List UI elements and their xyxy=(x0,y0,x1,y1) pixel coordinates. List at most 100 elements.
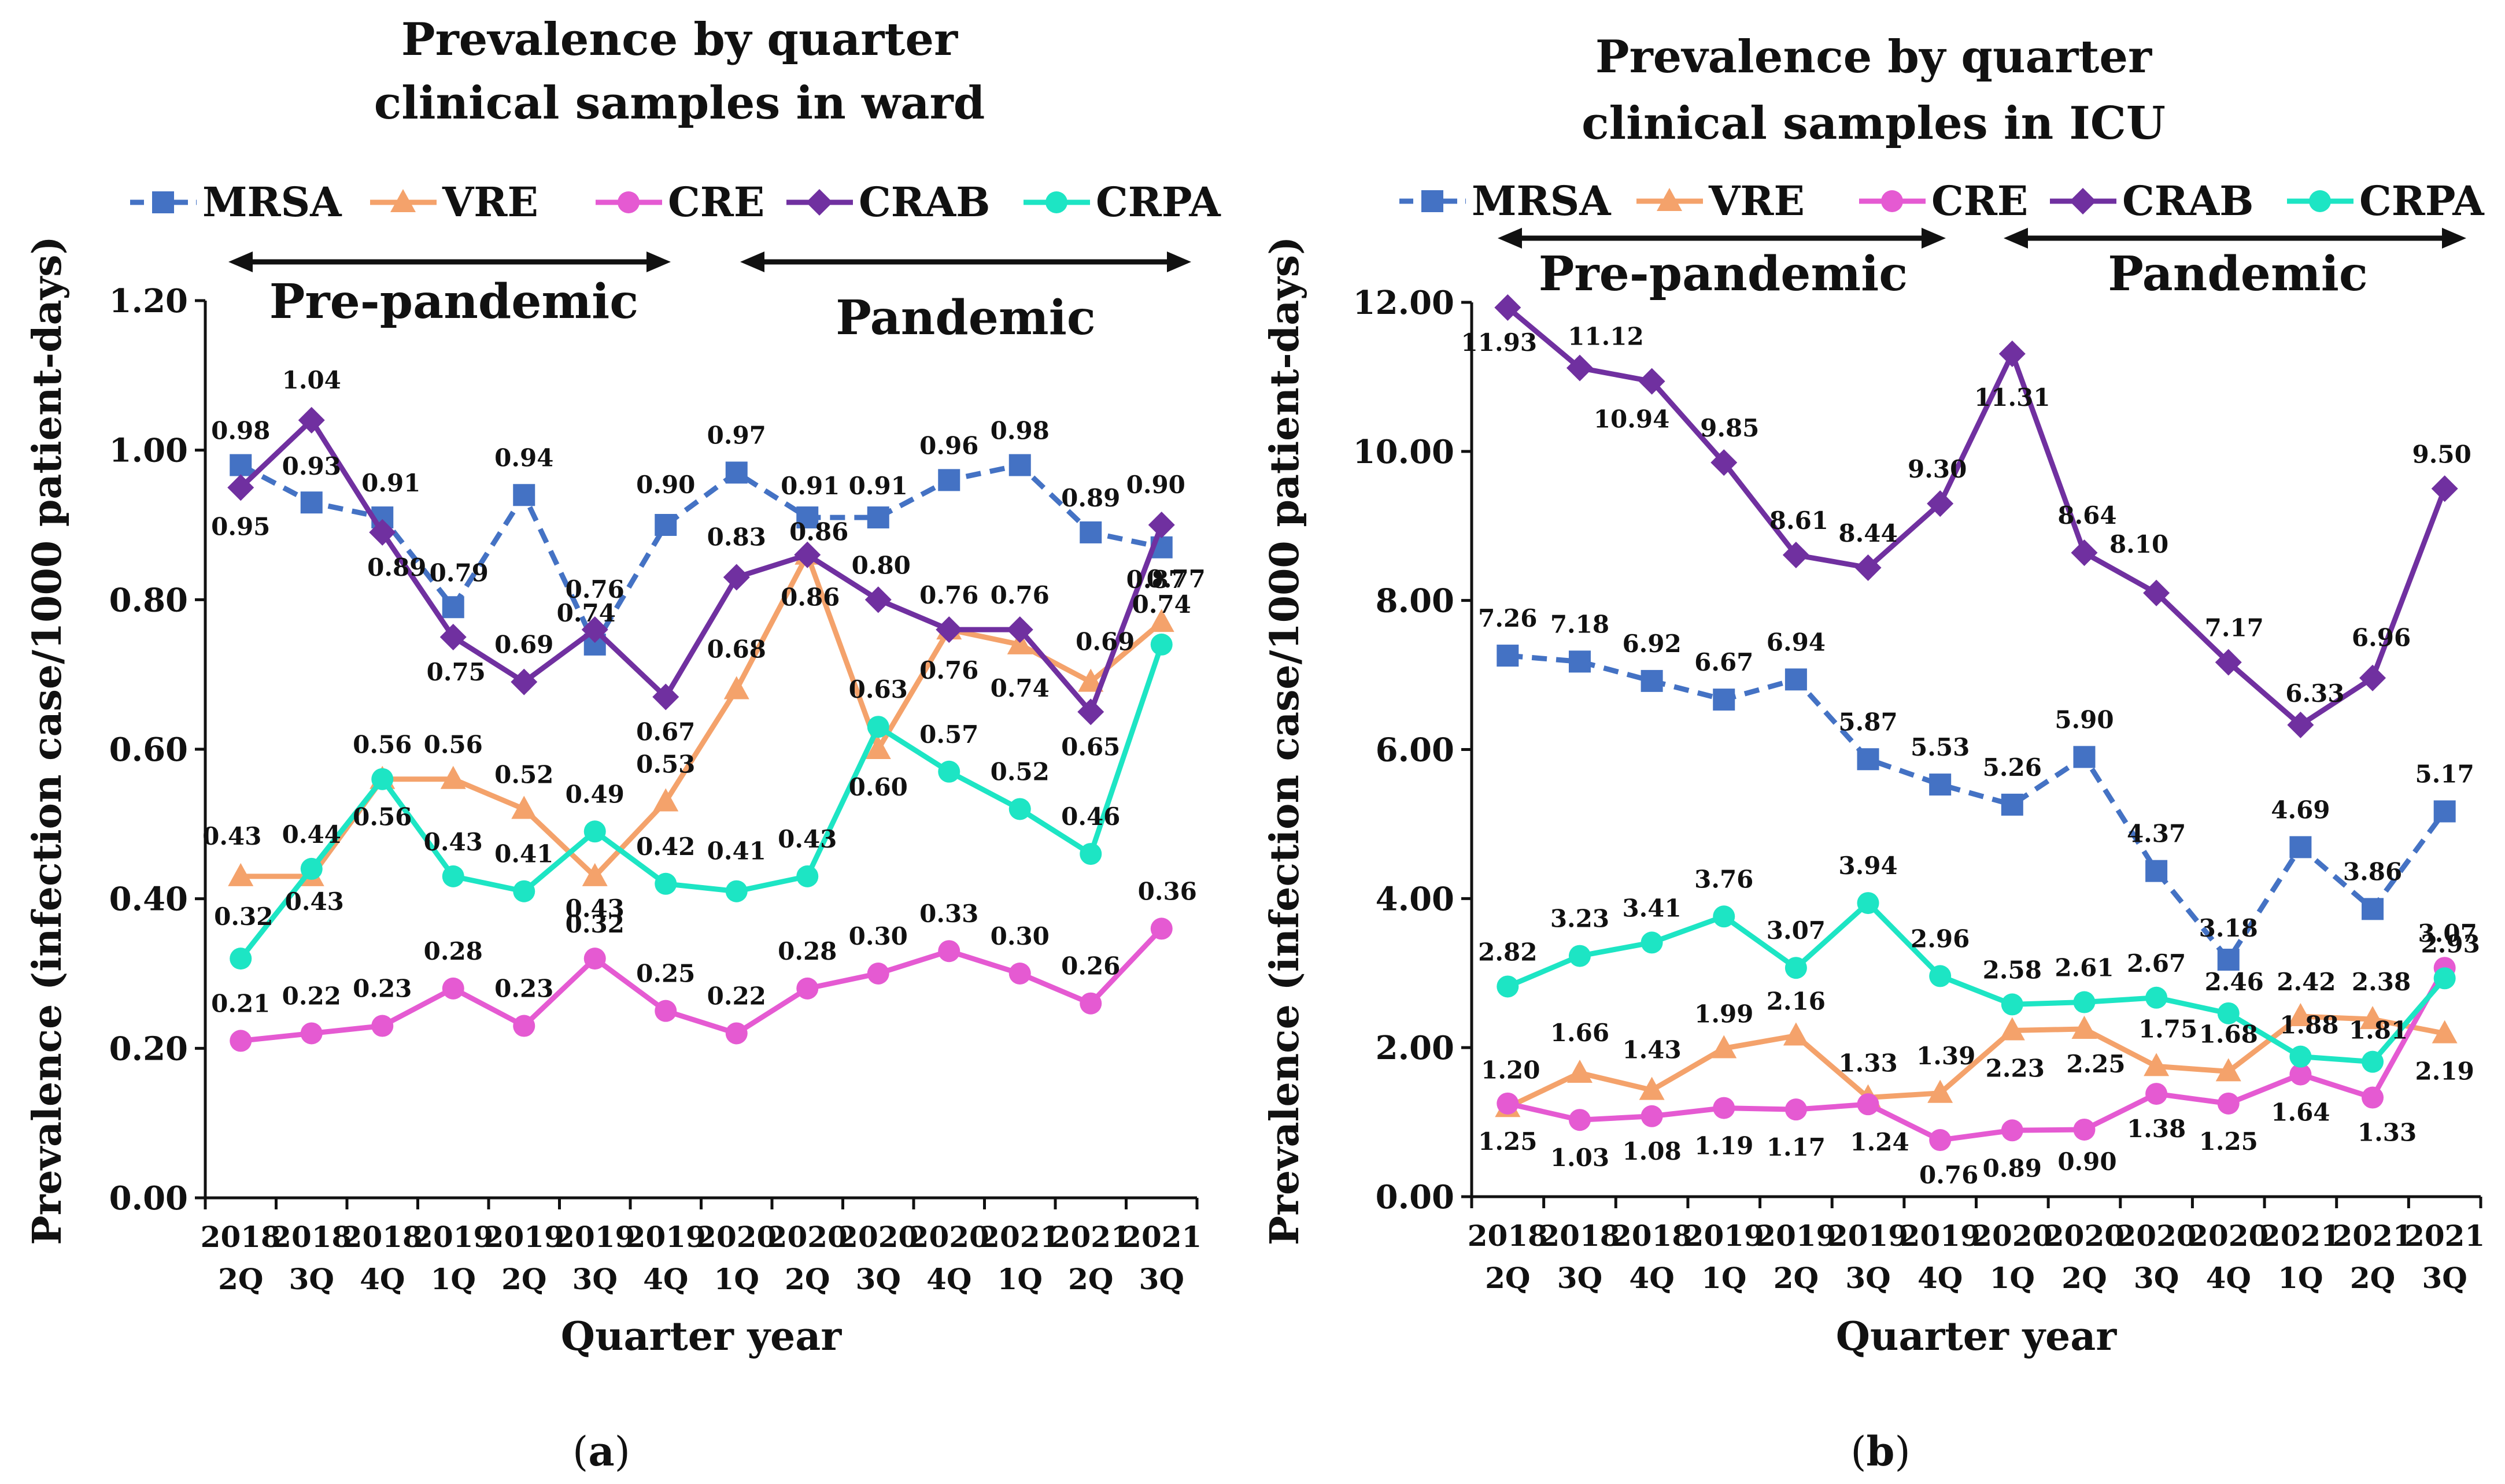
data-point xyxy=(2145,860,2168,882)
data-point xyxy=(513,484,535,506)
arrow-head-right xyxy=(1167,251,1191,272)
data-point xyxy=(442,865,464,887)
data-label: 1.24 xyxy=(1850,1128,1909,1156)
x-tick-year: 2020 xyxy=(838,1220,918,1254)
x-tick-quarter: 3Q xyxy=(2422,1261,2467,1295)
period-label-pre: Pre-pandemic xyxy=(269,274,639,330)
data-point xyxy=(511,795,537,819)
data-label: 0.74 xyxy=(557,599,616,627)
data-label: 1.33 xyxy=(2358,1119,2417,1147)
legend-label: CRAB xyxy=(2122,177,2253,225)
data-point xyxy=(1080,992,1102,1015)
data-label: 0.76 xyxy=(919,581,978,609)
data-point xyxy=(442,596,464,619)
data-label: 0.76 xyxy=(919,656,978,684)
data-label: 1.19 xyxy=(1694,1132,1753,1160)
data-point xyxy=(2360,1006,2386,1030)
data-point xyxy=(1784,1098,1807,1121)
data-label: 0.49 xyxy=(566,780,625,808)
panel-label-close: ) xyxy=(1894,1428,1910,1475)
y-axis-label: Prevalence (infection case/1000 patient-… xyxy=(1262,236,1308,1245)
legend-item-cre: CRE xyxy=(1859,177,2028,225)
data-point xyxy=(938,760,960,783)
data-point xyxy=(300,857,323,880)
legend-marker xyxy=(1881,190,1903,212)
data-point xyxy=(583,948,606,970)
legend-item-mrsa: MRSA xyxy=(130,178,342,226)
data-point xyxy=(1080,521,1102,543)
data-point xyxy=(513,1015,535,1037)
chart-panel-a: Prevalence by quarter clinical samples in… xyxy=(24,13,1221,1475)
legend-item-cre: CRE xyxy=(596,178,764,226)
x-tick-year: 2020 xyxy=(2116,1219,2197,1253)
data-point xyxy=(1008,798,1031,820)
data-label: 0.42 xyxy=(636,832,695,861)
data-label: 0.86 xyxy=(781,583,840,612)
data-label: 0.77 xyxy=(1147,565,1206,593)
data-label: 8.44 xyxy=(1838,519,1897,547)
data-point xyxy=(2362,1086,2384,1109)
x-tick-quarter: 4Q xyxy=(1629,1261,1674,1295)
series-crpa xyxy=(1497,892,2456,1073)
data-label: 3.86 xyxy=(2343,857,2402,886)
data-label: 0.26 xyxy=(1061,952,1120,980)
data-label: 0.32 xyxy=(214,902,273,931)
legend-marker xyxy=(806,189,833,216)
data-point xyxy=(653,788,679,812)
data-label: 0.57 xyxy=(919,720,978,749)
data-label: 0.76 xyxy=(1919,1161,1978,1189)
series-crab xyxy=(227,406,1175,726)
series-line xyxy=(240,927,1164,1043)
data-label: 4.69 xyxy=(2271,795,2330,824)
arrow-head-right xyxy=(1922,228,1946,249)
data-point xyxy=(1641,931,1663,954)
panel-label-letter: b xyxy=(1867,1427,1895,1475)
legend-item-crpa: CRPA xyxy=(1024,178,1221,226)
x-tick-year: 2020 xyxy=(696,1220,777,1254)
legend-label: CRE xyxy=(1931,177,2028,225)
data-label: 0.91 xyxy=(361,469,420,497)
data-label: 11.31 xyxy=(1974,383,2050,412)
legend-item-vre: VRE xyxy=(1636,177,1805,225)
data-point xyxy=(1568,650,1591,673)
y-tick-label: 0.60 xyxy=(109,731,188,769)
y-axis-label: Prevalence (infection case/1000 patient-… xyxy=(24,236,71,1245)
data-point xyxy=(1998,340,2026,367)
data-point xyxy=(1857,1093,1879,1116)
data-point xyxy=(2143,579,2170,606)
data-point xyxy=(864,586,892,613)
data-label: 0.56 xyxy=(353,803,412,831)
x-tick-quarter: 3Q xyxy=(572,1262,618,1296)
x-tick-quarter: 4Q xyxy=(2206,1261,2251,1295)
data-point xyxy=(1711,1035,1737,1059)
data-point xyxy=(1713,689,1735,711)
data-point xyxy=(725,1022,748,1045)
x-tick-year: 2019 xyxy=(413,1220,493,1254)
x-tick-quarter: 3Q xyxy=(289,1262,334,1296)
y-tick-label: 0.40 xyxy=(109,880,188,919)
data-point xyxy=(938,469,960,491)
legend-marker xyxy=(2070,188,2096,214)
data-point xyxy=(228,863,254,886)
data-label: 10.94 xyxy=(1594,405,1670,434)
data-point xyxy=(1150,633,1173,656)
data-label: 0.69 xyxy=(494,631,553,659)
data-label: 2.23 xyxy=(1986,1054,2045,1083)
data-label: 0.60 xyxy=(849,773,908,801)
y-tick-label: 2.00 xyxy=(1376,1029,1454,1067)
data-label: 5.53 xyxy=(1911,733,1970,761)
data-label: 1.25 xyxy=(1478,1127,1537,1156)
x-tick-year: 2020 xyxy=(2188,1219,2268,1253)
data-label: 0.75 xyxy=(427,658,486,686)
data-label: 1.33 xyxy=(1838,1049,1897,1078)
data-point xyxy=(1497,645,1519,667)
data-point xyxy=(1713,1097,1735,1119)
x-tick-year: 2018 xyxy=(1539,1219,1620,1253)
data-label: 0.90 xyxy=(2057,1148,2116,1176)
data-point xyxy=(2289,836,2312,858)
x-tick-quarter: 1Q xyxy=(431,1262,476,1296)
data-point xyxy=(1641,1105,1663,1127)
data-label: 0.90 xyxy=(636,471,695,499)
data-point xyxy=(1566,354,1593,382)
arrow-head-left xyxy=(2004,228,2028,249)
